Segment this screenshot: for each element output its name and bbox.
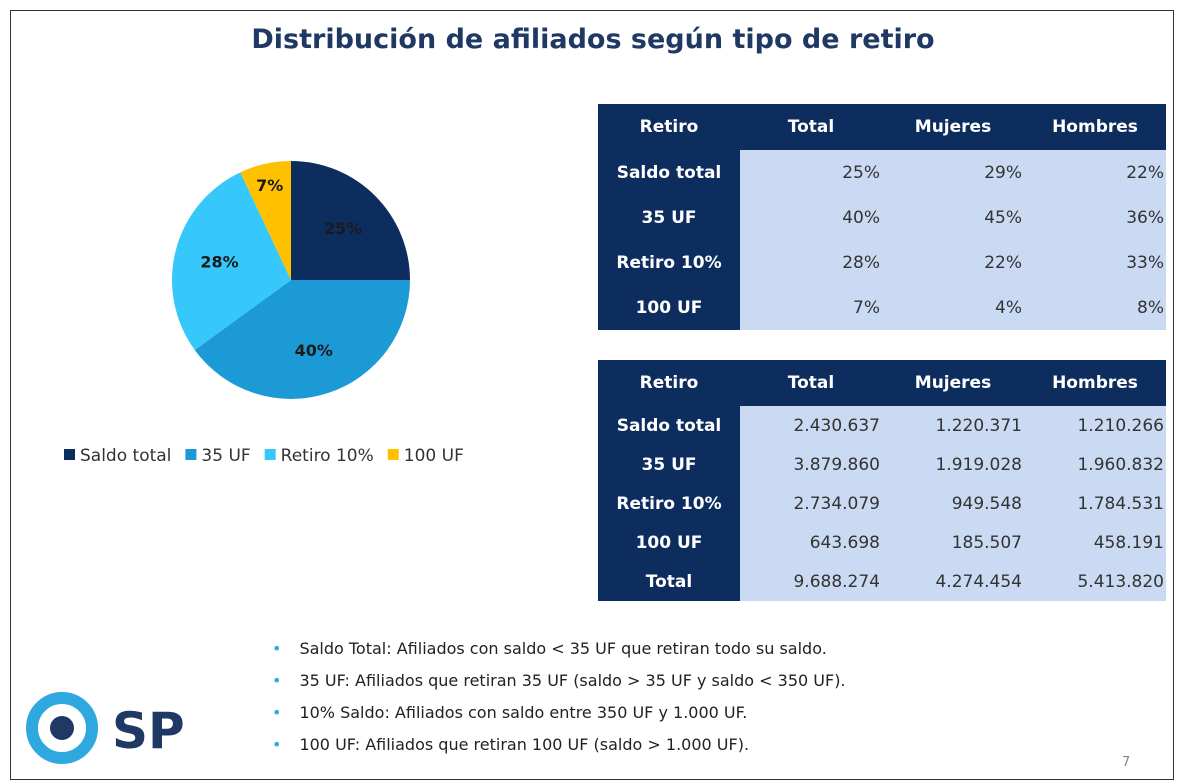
data-cell: 29% <box>882 150 1024 195</box>
data-cell: 1.784.531 <box>1024 484 1166 523</box>
table-row: 35 UF 3.879.860 1.919.028 1.960.832 <box>598 445 1166 484</box>
row-label: Retiro 10% <box>598 484 740 523</box>
header-cell: Total <box>740 360 882 406</box>
data-cell: 7% <box>740 285 882 330</box>
legend-swatch <box>387 449 399 460</box>
legend-label: Retiro 10% <box>281 446 374 466</box>
legend-swatch <box>264 449 276 460</box>
header-cell: Retiro <box>598 104 740 150</box>
slice-label: 40% <box>295 341 333 360</box>
logo-mark <box>26 692 98 764</box>
row-label: 100 UF <box>598 523 740 562</box>
data-cell: 5.413.820 <box>1024 562 1166 601</box>
table-row: Saldo total 2.430.637 1.220.371 1.210.266 <box>598 406 1166 445</box>
data-cell: 28% <box>740 240 882 285</box>
data-cell: 45% <box>882 195 1024 240</box>
header-cell: Hombres <box>1024 104 1166 150</box>
table-counts: Retiro Total Mujeres Hombres Saldo total 2.43… <box>598 360 1166 601</box>
data-cell: 643.698 <box>740 523 882 562</box>
data-cell: 1.210.266 <box>1024 406 1166 445</box>
header-cell: Total <box>740 104 882 150</box>
row-label: Saldo total <box>598 406 740 445</box>
data-cell: 1.919.028 <box>882 445 1024 484</box>
header-cell: Retiro <box>598 360 740 406</box>
slice-label: 28% <box>200 253 238 272</box>
data-cell: 1.960.832 <box>1024 445 1166 484</box>
row-label: Retiro 10% <box>598 240 740 285</box>
note-item: Saldo Total: Afiliados con saldo < 35 UF… <box>272 636 846 668</box>
data-cell: 4% <box>882 285 1024 330</box>
note-item: 35 UF: Afiliados que retiran 35 UF (sald… <box>272 668 845 700</box>
data-cell: 2.430.637 <box>740 406 882 445</box>
header-row: Retiro Total Mujeres Hombres <box>598 104 1166 150</box>
data-cell: 22% <box>1024 150 1166 195</box>
row-label: 35 UF <box>598 195 740 240</box>
data-cell: 4.274.454 <box>882 562 1024 601</box>
table-row: Saldo total 25% 29% 22% <box>598 150 1166 195</box>
header-cell: Hombres <box>1024 360 1166 406</box>
data-cell: 458.191 <box>1024 523 1166 562</box>
note-item: 10% Saldo: Afiliados con saldo entre 350… <box>272 700 846 732</box>
table-row: Retiro 10% 28% 22% 33% <box>598 240 1166 285</box>
legend-label: Saldo total <box>80 446 171 466</box>
data-cell: 9.688.274 <box>740 562 882 601</box>
slice-label: 7% <box>256 176 283 195</box>
table-percent: Retiro Total Mujeres Hombres Saldo total 25% 2… <box>598 104 1166 330</box>
data-cell: 36% <box>1024 195 1166 240</box>
data-cell: 3.879.860 <box>740 445 882 484</box>
data-cell: 33% <box>1024 240 1166 285</box>
pie-slice <box>194 280 410 399</box>
logo-ring <box>26 692 98 764</box>
row-label: 35 UF <box>598 445 740 484</box>
table-row: Total 9.688.274 4.274.454 5.413.820 <box>598 562 1166 601</box>
data-cell: 949.548 <box>882 484 1024 523</box>
table-row: 35 UF 40% 45% 36% <box>598 195 1166 240</box>
data-cell: 185.507 <box>882 523 1024 562</box>
data-cell: 8% <box>1024 285 1166 330</box>
row-label: Total <box>598 562 740 601</box>
row-label: Saldo total <box>598 150 740 195</box>
pie-slice <box>291 161 410 280</box>
page-number: 7 <box>1122 755 1130 770</box>
table-row: 100 UF 7% 4% 8% <box>598 285 1166 330</box>
data-cell: 25% <box>740 150 882 195</box>
pie-slice <box>172 172 291 350</box>
slice-label: 25% <box>324 219 362 238</box>
note-item: 100 UF: Afiliados que retiran 100 UF (sa… <box>272 732 846 764</box>
legend-label: 35 UF <box>201 446 250 466</box>
header-cell: Mujeres <box>882 104 1024 150</box>
header-cell: Mujeres <box>882 360 1024 406</box>
legend-swatch <box>64 449 75 460</box>
table-row: 100 UF 643.698 185.507 458.191 <box>598 523 1166 562</box>
slide-title: Distribución de afiliados según tipo de … <box>251 24 935 55</box>
legend-swatch <box>185 449 197 460</box>
pie-slice <box>240 161 291 280</box>
row-label: 100 UF <box>598 285 740 330</box>
notes: Saldo Total: Afiliados con saldo < 35 UF… <box>272 636 846 764</box>
header-row: Retiro Total Mujeres Hombres <box>598 360 1166 406</box>
logo-text: SP <box>112 702 185 760</box>
data-cell: 22% <box>882 240 1024 285</box>
data-cell: 40% <box>740 195 882 240</box>
data-cell: 2.734.079 <box>740 484 882 523</box>
data-cell: 1.220.371 <box>882 406 1024 445</box>
legend-label: 100 UF <box>404 446 464 466</box>
logo-center <box>50 716 74 740</box>
table-row: Retiro 10% 2.734.079 949.548 1.784.531 <box>598 484 1166 523</box>
